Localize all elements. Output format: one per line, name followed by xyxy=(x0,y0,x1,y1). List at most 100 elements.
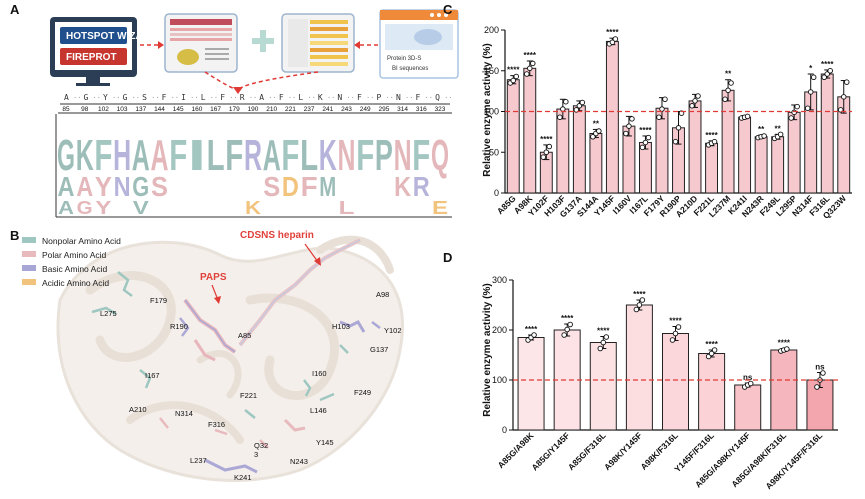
data-point xyxy=(642,139,649,146)
significance-label: **** xyxy=(525,325,538,334)
data-point xyxy=(784,346,790,352)
residue-label: I167 xyxy=(145,371,160,380)
logo-letter-mid: S xyxy=(151,171,168,202)
data-point xyxy=(810,74,817,81)
consensus-residue: I xyxy=(181,93,186,102)
residue-label: Y102 xyxy=(384,326,402,335)
consensus-residue: L xyxy=(201,93,206,102)
data-point xyxy=(788,115,794,121)
logo-letter-low: K xyxy=(245,198,261,218)
data-point xyxy=(560,106,566,112)
data-point xyxy=(531,332,537,338)
legend-label: Nonpolar Amino Acid xyxy=(42,236,121,246)
residue-label: F316 xyxy=(208,420,225,429)
y-tick-label: 100 xyxy=(484,107,499,117)
position-label: 241 xyxy=(322,106,333,113)
significance-label: **** xyxy=(561,314,574,323)
data-point xyxy=(672,138,679,145)
significance-label: **** xyxy=(524,51,537,60)
logo-letter-low: E xyxy=(432,198,448,218)
logo-letter-mid: M xyxy=(319,171,336,202)
data-point xyxy=(711,138,718,145)
logo-letter-top: I xyxy=(188,131,206,180)
hotspot-result-thumbnail xyxy=(164,13,238,73)
y-tick-label: 200 xyxy=(492,325,507,335)
data-point xyxy=(725,87,731,94)
consensus-dots: ·· xyxy=(444,94,452,102)
consensus-dots: ·· xyxy=(288,94,296,102)
legend-swatch xyxy=(22,265,36,271)
y-tick-label: 150 xyxy=(484,66,499,76)
data-point xyxy=(711,347,718,353)
logo-letter-top: G xyxy=(57,131,75,180)
data-point xyxy=(623,130,629,137)
chart-d-ylabel: Relative enzyme activity (%) xyxy=(482,283,493,416)
significance-label: ns xyxy=(815,363,825,372)
bar xyxy=(572,105,586,194)
logo-letter-mid: D xyxy=(282,171,299,202)
bar xyxy=(662,333,689,431)
logo-letter-top: A xyxy=(132,131,150,180)
logo-letter-top: F xyxy=(412,131,430,180)
logo-letter-top: F xyxy=(225,131,243,180)
position-label: 98 xyxy=(81,106,89,113)
consensus-residue: Y xyxy=(103,93,108,102)
significance-label: ** xyxy=(725,70,732,79)
tool-monitor-icon: HOTSPOT WIZARD FIREPROT xyxy=(50,17,157,86)
position-label: 145 xyxy=(173,106,184,113)
consensus-residue: R xyxy=(240,93,245,102)
bar xyxy=(589,133,603,194)
data-point xyxy=(656,114,662,120)
residue-sticks xyxy=(91,271,381,474)
residue-label: L275 xyxy=(100,309,117,318)
consensus-dots: ·· xyxy=(210,94,218,102)
data-point xyxy=(821,74,827,81)
data-point xyxy=(513,73,520,80)
data-point xyxy=(543,149,550,155)
logo-letter-mid: A xyxy=(58,171,75,202)
logo-letter-top: P xyxy=(375,131,393,180)
position-label: 167 xyxy=(210,106,221,113)
position-label: 144 xyxy=(154,106,165,113)
logo-letter-top: Q xyxy=(431,131,449,180)
logo-letter-mid: S xyxy=(263,171,280,202)
logo-letter-low: Y xyxy=(95,198,111,218)
data-point xyxy=(590,134,596,140)
significance-label: * xyxy=(809,64,813,73)
significance-label: ** xyxy=(593,119,600,128)
residue-label: Q32 xyxy=(254,441,268,450)
residue-label: Y145 xyxy=(316,438,334,447)
logo-letter-top: L xyxy=(300,131,318,180)
residue-label: 3 xyxy=(254,450,258,459)
consensus-dots: ·· xyxy=(73,94,81,102)
data-point xyxy=(546,143,553,150)
position-label: 160 xyxy=(191,106,202,113)
logo-letter-mid: A xyxy=(76,171,93,202)
logo-letter-top: K xyxy=(319,131,337,180)
data-point xyxy=(807,89,814,95)
position-label: 295 xyxy=(378,106,389,113)
residue-label: A98 xyxy=(376,290,389,299)
bar xyxy=(553,329,581,431)
significance-label: ns xyxy=(743,373,753,382)
position-label: 179 xyxy=(229,106,240,113)
panel-a: A HOTSPOT WIZARD FIREPROT xyxy=(10,2,459,218)
consensus-dots: ·· xyxy=(425,94,433,102)
significance-label: **** xyxy=(597,327,610,336)
consensus-residue: G xyxy=(123,93,128,102)
y-tick-label: 50 xyxy=(489,147,499,157)
data-point xyxy=(603,334,610,340)
legend-swatch xyxy=(22,279,36,285)
significance-label: **** xyxy=(669,317,682,326)
bar xyxy=(787,111,801,194)
data-point xyxy=(804,105,811,111)
position-label: 316 xyxy=(416,106,427,113)
y-tick-label: 0 xyxy=(494,188,499,198)
residue-label: I160 xyxy=(312,369,327,378)
consensus-residue: P xyxy=(376,93,381,102)
consensus-residue: N xyxy=(337,93,342,102)
data-point xyxy=(659,106,665,112)
residue-label: F221 xyxy=(240,391,257,400)
fireprot-result-thumbnail xyxy=(281,13,355,73)
residue-position-axis: 85 98 102 103 137 144 145 160 167 179 190 210 221 237… xyxy=(62,106,445,113)
